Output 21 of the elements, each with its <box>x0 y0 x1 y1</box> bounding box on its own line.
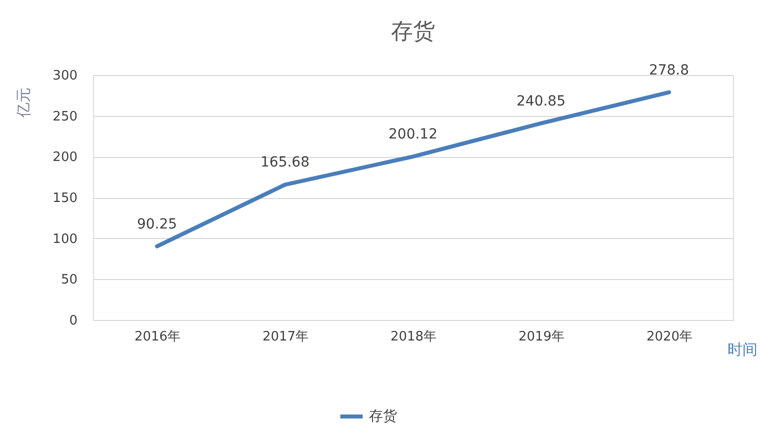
x-tick-label: 2017年 <box>262 330 309 344</box>
x-tick-label: 2016年 <box>134 330 181 344</box>
legend-label: 存货 <box>369 408 397 424</box>
y-tick-label: 50 <box>60 272 78 288</box>
chart-title: 存货 <box>391 19 435 44</box>
y-axis-title: 亿元 <box>14 88 32 118</box>
y-tick-label: 150 <box>52 191 78 206</box>
y-tick-label: 200 <box>52 150 78 166</box>
data-label: 200.12 <box>388 126 438 143</box>
x-tick-label: 2018年 <box>390 330 437 344</box>
x-tick-label: 2019年 <box>518 330 565 344</box>
y-tick-label: 250 <box>52 109 78 124</box>
data-label: 90.25 <box>136 216 178 232</box>
y-tick-label: 100 <box>52 232 78 247</box>
data-label: 165.68 <box>260 154 310 171</box>
y-tick-label: 0 <box>69 314 78 328</box>
data-label: 278.8 <box>648 62 690 78</box>
y-tick-label: 300 <box>52 68 78 84</box>
data-label: 240.85 <box>516 93 566 110</box>
x-tick-label: 2020年 <box>646 330 693 344</box>
x-axis-title: 时间 <box>728 340 758 358</box>
